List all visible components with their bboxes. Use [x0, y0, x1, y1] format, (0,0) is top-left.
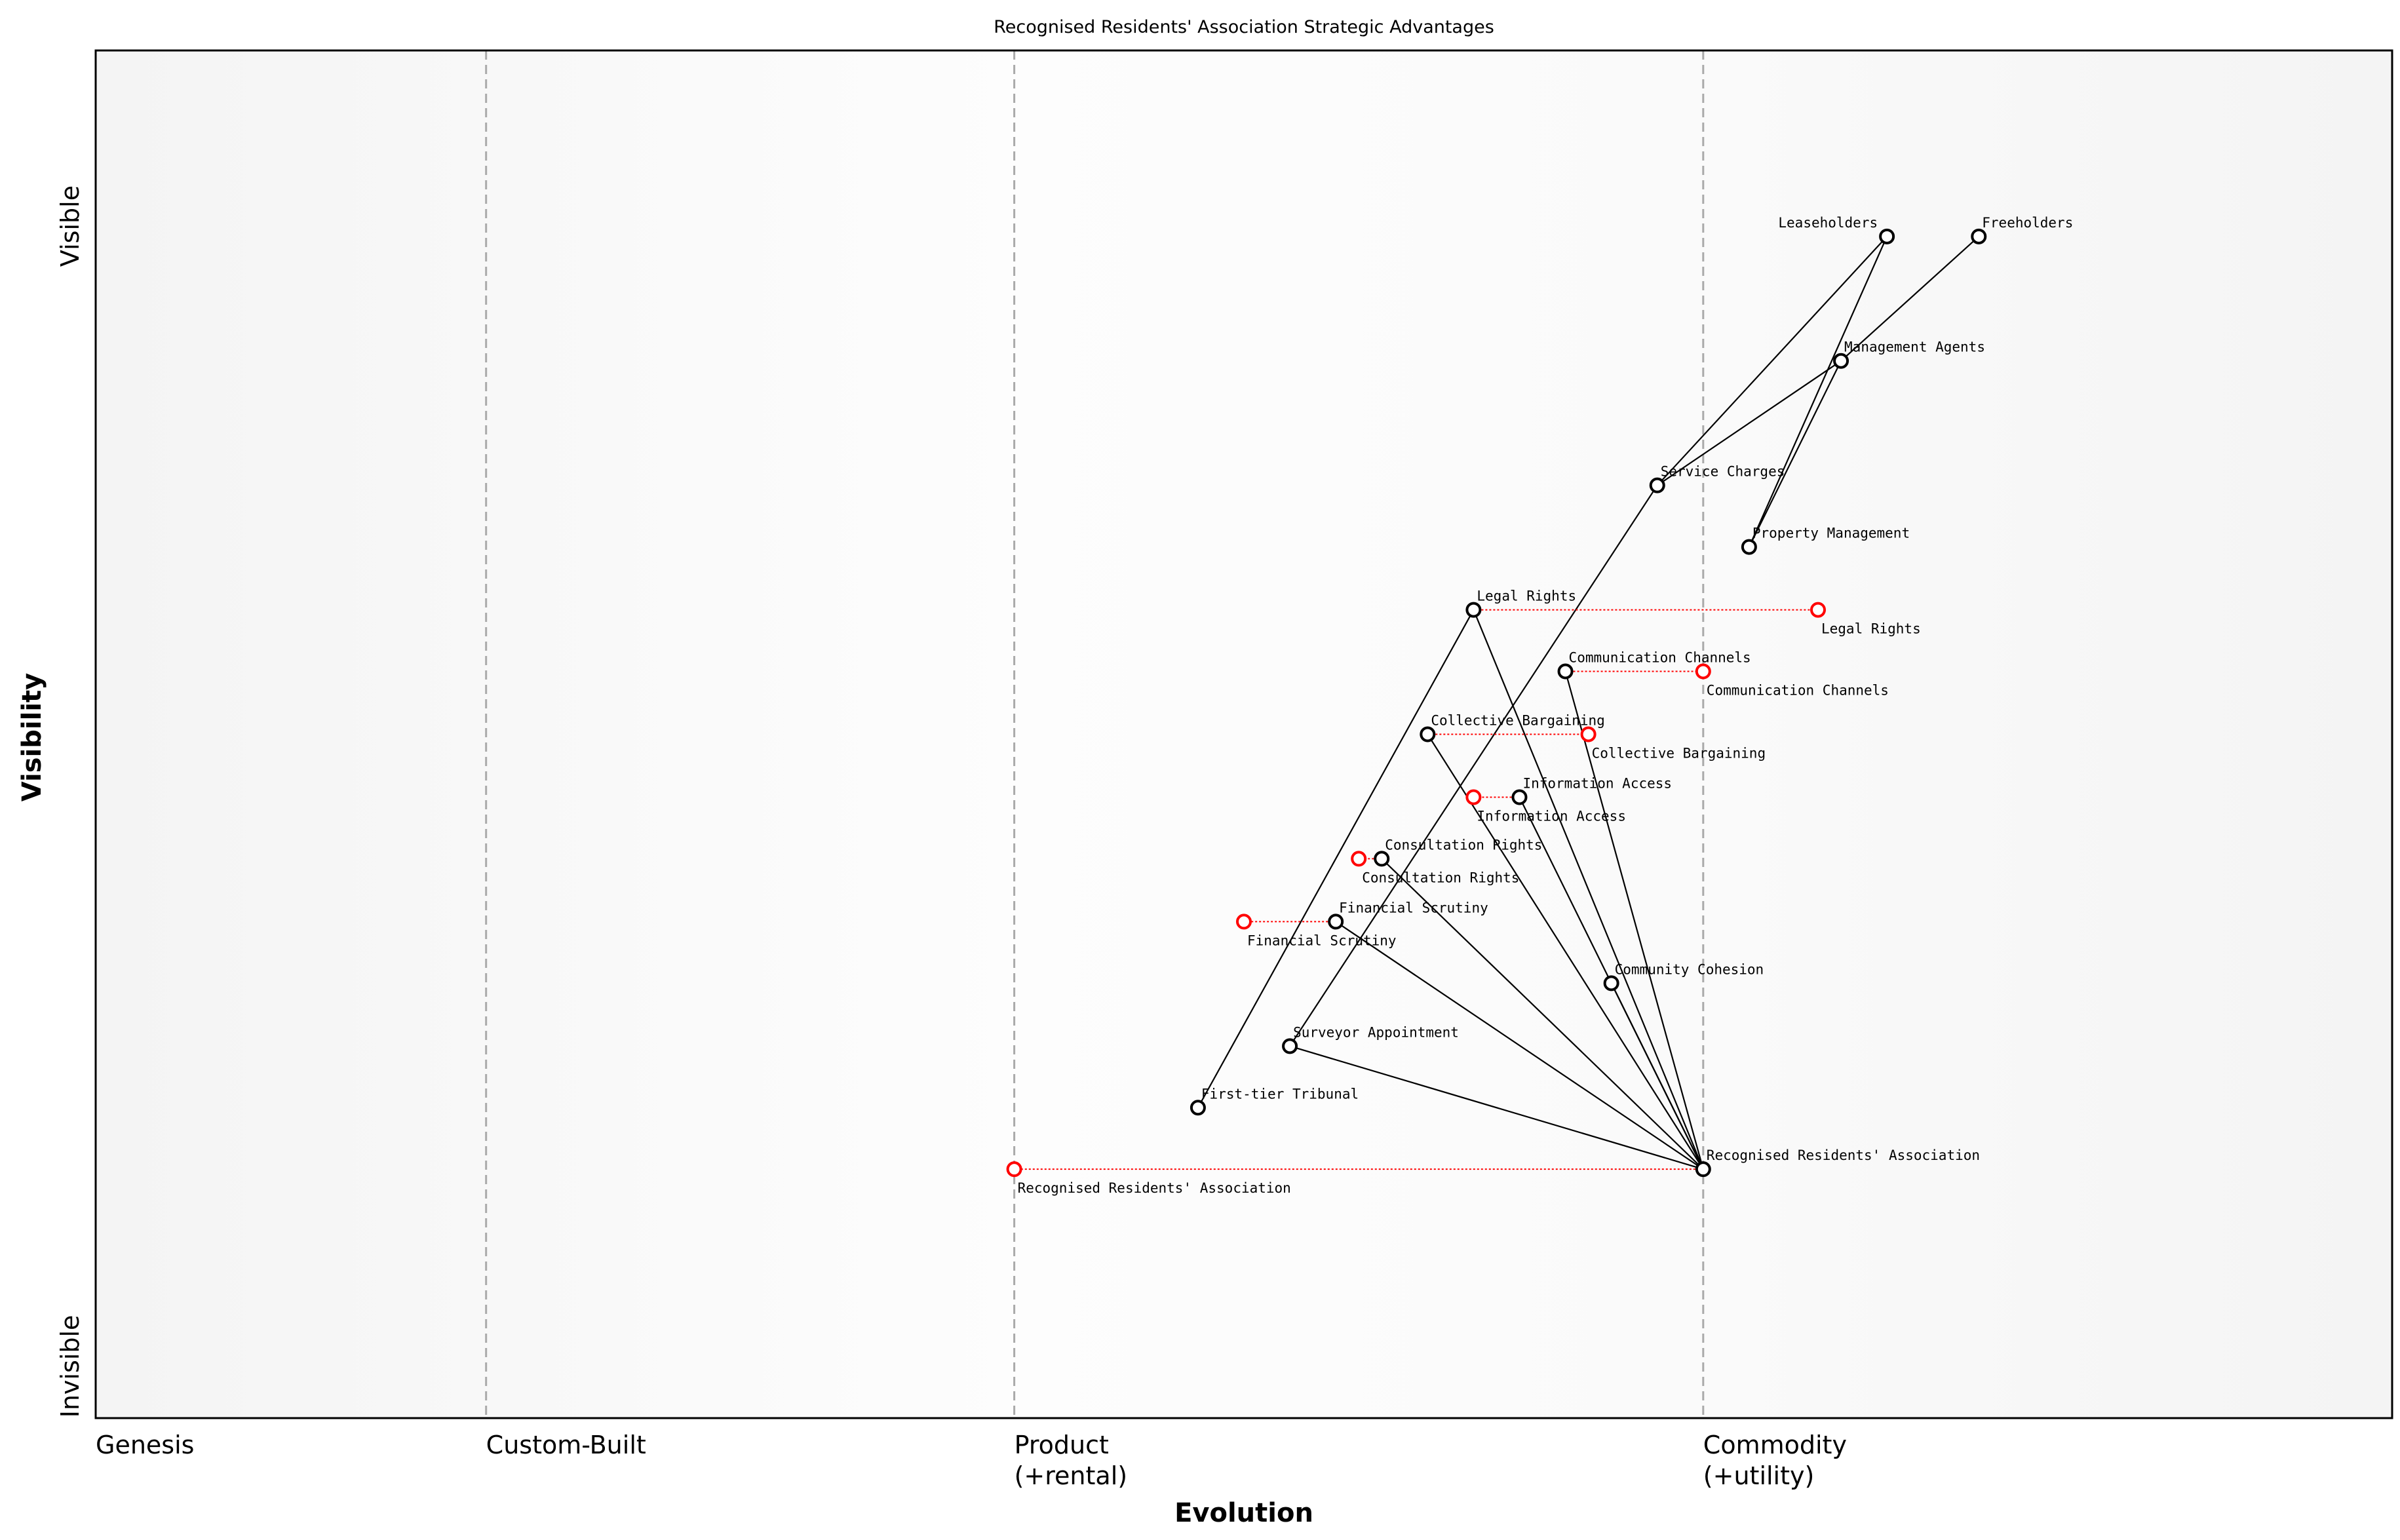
- evolved-component-marker: [1695, 663, 1711, 680]
- y-tick-visible: Visible: [56, 185, 85, 267]
- dependency-link: [1197, 609, 1475, 1108]
- component-label: Legal Rights: [1477, 588, 1576, 604]
- dependency-link: [1564, 671, 1704, 1170]
- evolved-component-label: Collective Bargaining: [1592, 746, 1766, 761]
- dependency-link: [1657, 360, 1842, 486]
- evolved-component-label: Recognised Residents' Association: [1018, 1180, 1291, 1196]
- evolved-component-label: Legal Rights: [1821, 621, 1921, 637]
- component-node: [1879, 228, 1895, 244]
- component-label: First-tier Tribunal: [1201, 1086, 1359, 1102]
- component-node: [1511, 789, 1528, 805]
- component-label: Information Access: [1522, 776, 1672, 792]
- component-node: [1741, 539, 1757, 555]
- component-node: [1374, 851, 1390, 867]
- component-label: Property Management: [1752, 526, 1910, 541]
- component-label: Service Charges: [1661, 464, 1785, 480]
- stage-sublabel: (+rental): [1015, 1461, 1127, 1490]
- evolved-component-label: Information Access: [1477, 809, 1626, 824]
- stage-label: Genesis: [96, 1431, 194, 1459]
- component-label: Community Cohesion: [1615, 961, 1764, 977]
- dependency-link: [1748, 360, 1842, 548]
- component-node: [1282, 1038, 1298, 1054]
- component-node: [1603, 975, 1619, 991]
- component-node: [1328, 914, 1344, 930]
- evolved-component-marker: [1006, 1161, 1022, 1178]
- dependency-link: [1427, 733, 1704, 1170]
- stage-label: Commodity: [1703, 1431, 1847, 1459]
- evolved-component-label: Consultation Rights: [1362, 870, 1519, 885]
- plot-area: [96, 50, 2392, 1418]
- dependency-link: [1840, 236, 1980, 362]
- evolved-component-marker: [1351, 851, 1367, 867]
- component-label: Management Agents: [1844, 339, 1985, 355]
- component-label: Collective Bargaining: [1431, 713, 1605, 729]
- dependency-link: [1289, 485, 1658, 1047]
- stage-label: Custom-Built: [486, 1431, 646, 1459]
- evolved-component-marker: [1465, 789, 1482, 805]
- evolved-component-marker: [1810, 602, 1826, 618]
- component-label: Consultation Rights: [1385, 837, 1542, 853]
- component-node: [1190, 1100, 1206, 1116]
- dependency-link: [1748, 236, 1888, 548]
- evolved-component-marker: [1236, 914, 1252, 930]
- evolved-component-marker: [1580, 726, 1597, 742]
- evolved-component-label: Communication Channels: [1707, 682, 1889, 698]
- dependency-link: [1289, 1045, 1704, 1170]
- component-label: Surveyor Appointment: [1293, 1024, 1459, 1040]
- component-node: [1420, 726, 1436, 742]
- component-node: [1833, 353, 1849, 369]
- component-node: [1695, 1161, 1711, 1178]
- chart-title: Recognised Residents' Association Strate…: [994, 17, 1494, 37]
- dependency-link: [1610, 982, 1704, 1170]
- dependency-link: [1656, 236, 1887, 486]
- component-node: [1971, 228, 1987, 244]
- stage-sublabel: (+utility): [1703, 1461, 1815, 1490]
- dependency-link: [1473, 609, 1704, 1170]
- dependency-link: [1381, 858, 1704, 1170]
- component-label: Recognised Residents' Association: [1707, 1147, 1980, 1163]
- dependency-link: [1335, 921, 1704, 1170]
- component-label: Financial Scrutiny: [1339, 900, 1488, 915]
- component-node: [1557, 663, 1574, 680]
- plot-frame: [94, 49, 2393, 1419]
- component-label: Freeholders: [1982, 215, 2073, 231]
- y-axis-title: Visibility: [17, 673, 47, 801]
- x-axis-title: Evolution: [1174, 1498, 1313, 1528]
- component-label: Communication Channels: [1569, 649, 1751, 665]
- component-node: [1465, 602, 1482, 618]
- evolved-component-label: Financial Scrutiny: [1247, 933, 1397, 948]
- component-label: Leaseholders: [1778, 215, 1878, 231]
- stage-label: Product: [1015, 1431, 1109, 1459]
- y-tick-invisible: Invisible: [56, 1315, 85, 1418]
- component-node: [1649, 477, 1665, 493]
